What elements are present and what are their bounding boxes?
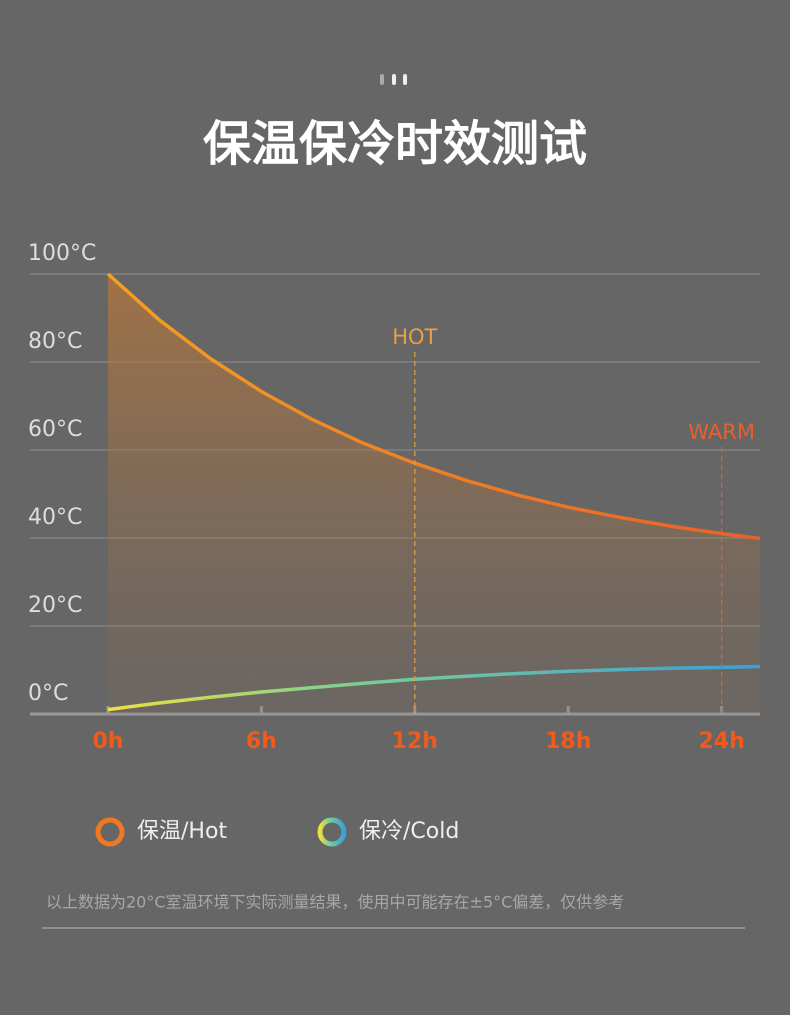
legend-marker (95, 817, 125, 847)
plot: 0°C 20°C 40°C 60°C 80°C 100°C 0h 6h 12h 18h 24h 保温/… (28, 241, 761, 847)
y-tick-label: 60°C (28, 417, 82, 442)
series-line (107, 664, 761, 712)
y-tick-label: 40°C (28, 505, 82, 530)
footnote: 以上数据为20°C室温环境下实际测量结果，使用中可能存在±5°C偏差，仅供参考 (46, 893, 624, 912)
pager-dot (403, 74, 407, 85)
x-tick-label: 12h (392, 729, 438, 754)
chart-title: 保温保冷时效测试 (203, 116, 587, 172)
y-tick-label: 80°C (28, 329, 82, 354)
annotation-label: WARM (688, 420, 755, 444)
y-tick-label: 100°C (28, 241, 96, 266)
x-tick-label: 24h (699, 729, 745, 754)
pager (380, 74, 407, 85)
annotation-label: HOT (392, 325, 437, 349)
pager-dot (392, 74, 396, 85)
legend-marker (317, 817, 347, 847)
hot-area (108, 274, 760, 714)
legend-label: 保冷/Cold (359, 819, 459, 844)
legend-label: 保温/Hot (137, 819, 227, 844)
x-tick-label: 6h (246, 729, 277, 754)
x-tick-label: 0h (93, 729, 124, 754)
y-tick-label: 0°C (28, 681, 68, 706)
y-tick-label: 20°C (28, 593, 82, 618)
pager-dot (380, 74, 384, 85)
x-tick-label: 18h (545, 729, 591, 754)
series-line (106, 272, 761, 541)
